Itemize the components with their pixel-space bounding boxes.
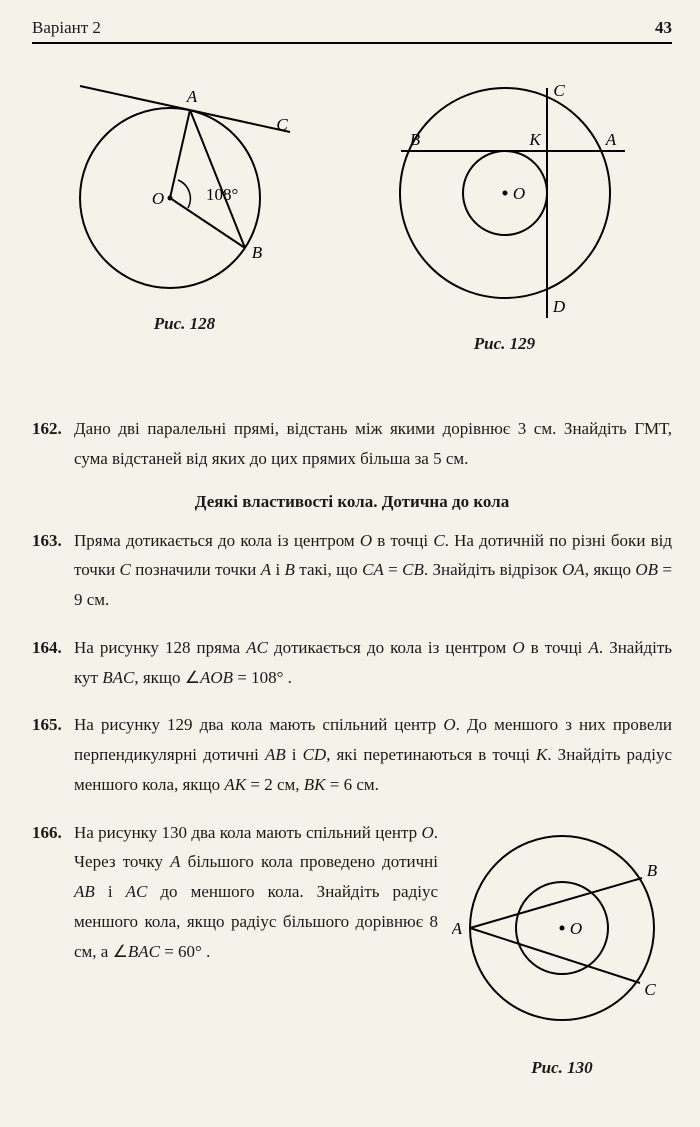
figure-129: B A C D K O Рис. 129 xyxy=(365,58,645,354)
problem-162-body: Дано дві паралельні прямі, відстань між … xyxy=(74,414,672,474)
problem-163: 163. Пряма дотикається до кола із центро… xyxy=(32,526,672,615)
svg-text:B: B xyxy=(251,243,262,262)
svg-text:C: C xyxy=(276,115,288,134)
problem-164-body: На рисунку 128 пряма AC дотикається до к… xyxy=(74,633,672,693)
section-heading: Деякі властивості кола. Дотична до кола xyxy=(32,492,672,512)
figure-130-caption: Рис. 130 xyxy=(452,1053,672,1083)
figure-129-caption: Рис. 129 xyxy=(365,334,645,354)
figure-128-caption: Рис. 128 xyxy=(60,314,310,334)
problem-166-body: На рисунку 130 два кола мають спільний ц… xyxy=(74,818,672,1084)
svg-text:O: O xyxy=(512,184,524,203)
problem-164-num: 164. xyxy=(32,633,74,693)
page-header: Варіант 2 43 xyxy=(32,18,672,44)
figure-130: A B C O Рис. 130 xyxy=(452,818,672,1084)
figure-129-svg: B A C D K O xyxy=(365,58,645,328)
svg-text:A: A xyxy=(185,87,197,106)
problem-166-num: 166. xyxy=(32,818,74,1084)
svg-text:K: K xyxy=(528,130,542,149)
figure-130-svg: A B C O xyxy=(452,818,672,1038)
problem-162: 162. Дано дві паралельні прямі, відстань… xyxy=(32,414,672,474)
svg-text:D: D xyxy=(551,297,565,316)
problems-section: 162. Дано дві паралельні прямі, відстань… xyxy=(32,414,672,1083)
problem-163-num: 163. xyxy=(32,526,74,615)
header-left: Варіант 2 xyxy=(32,18,101,38)
figures-row-top: A B C O 108° Рис. 128 B A C D K O Рис. 129 xyxy=(32,58,672,354)
figure-128-svg: A B C O 108° xyxy=(60,58,310,308)
page-number: 43 xyxy=(655,18,672,38)
svg-text:C: C xyxy=(644,980,656,999)
problem-166-text: На рисунку 130 два кола мають спільний ц… xyxy=(74,818,438,967)
problem-165: 165. На рисунку 129 два кола мають спіль… xyxy=(32,710,672,799)
svg-text:B: B xyxy=(647,861,658,880)
svg-text:B: B xyxy=(409,130,420,149)
svg-text:108°: 108° xyxy=(206,185,238,204)
problem-165-num: 165. xyxy=(32,710,74,799)
svg-text:C: C xyxy=(553,81,565,100)
problem-164: 164. На рисунку 128 пряма AC дотикається… xyxy=(32,633,672,693)
problem-166: 166. На рисунку 130 два кола мають спіль… xyxy=(32,818,672,1084)
svg-text:A: A xyxy=(604,130,616,149)
problem-162-num: 162. xyxy=(32,414,74,474)
svg-text:O: O xyxy=(570,919,582,938)
problem-163-body: Пряма дотикається до кола із центром O в… xyxy=(74,526,672,615)
figure-128: A B C O 108° Рис. 128 xyxy=(60,58,310,334)
problem-165-body: На рисунку 129 два кола мають спільний ц… xyxy=(74,710,672,799)
svg-text:A: A xyxy=(452,919,463,938)
svg-text:O: O xyxy=(151,189,163,208)
